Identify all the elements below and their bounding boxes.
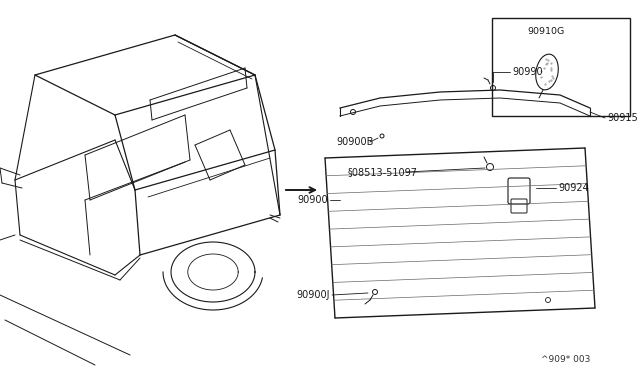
Text: 90900B: 90900B — [336, 137, 373, 147]
Text: 90990: 90990 — [512, 67, 543, 77]
Bar — [492, 18, 630, 116]
Text: 90900: 90900 — [298, 195, 328, 205]
Text: 90924: 90924 — [558, 183, 589, 193]
Text: 90915: 90915 — [607, 113, 637, 123]
Text: 90900J: 90900J — [296, 290, 330, 300]
Text: 90910G: 90910G — [527, 28, 564, 36]
Text: ^909* 003: ^909* 003 — [541, 356, 590, 365]
Text: §08513-51097: §08513-51097 — [348, 167, 418, 177]
